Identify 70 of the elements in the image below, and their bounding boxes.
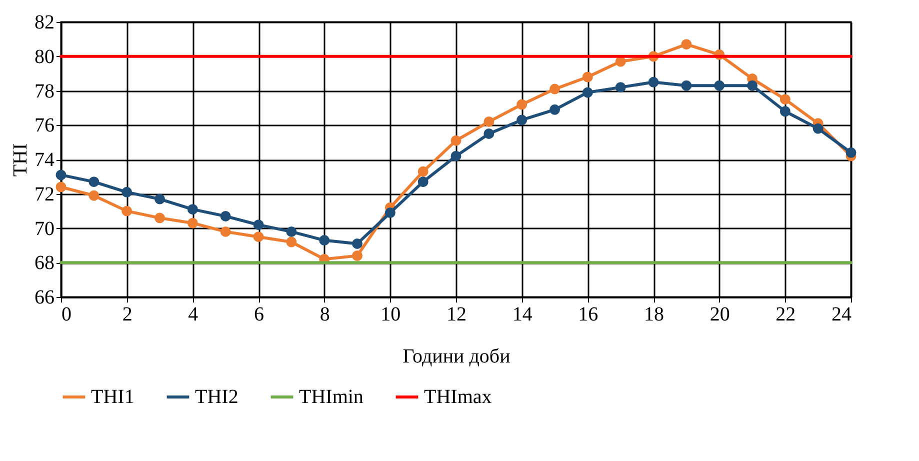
y-tick-label: 68	[34, 252, 54, 274]
y-tick-label: 66	[34, 286, 54, 308]
legend-label: THI2	[195, 386, 238, 408]
point	[615, 82, 626, 93]
point	[812, 123, 824, 134]
point	[450, 135, 462, 146]
x-tick-label: 2	[122, 304, 132, 326]
point	[516, 114, 528, 126]
x-tick-label: 22	[776, 304, 796, 326]
point	[352, 238, 362, 249]
point	[286, 236, 297, 248]
point	[220, 226, 231, 237]
point	[253, 220, 264, 230]
x-tick-label: 0	[62, 304, 72, 326]
point	[747, 80, 758, 91]
point	[484, 128, 494, 139]
point	[88, 176, 100, 188]
x-tick-label: 18	[644, 304, 664, 326]
point	[187, 218, 198, 228]
legend-label: THImin	[299, 386, 364, 408]
point	[384, 208, 396, 218]
point	[122, 206, 132, 216]
x-tick-label: 16	[578, 304, 598, 326]
y-tick-label: 82	[34, 12, 54, 34]
point	[253, 232, 264, 242]
point	[154, 212, 165, 224]
point	[88, 190, 100, 201]
y-tick-label: 70	[34, 218, 54, 240]
y-tick-label: 76	[34, 114, 54, 137]
y-axis-title: THI	[10, 143, 32, 177]
x-tick-label: 14	[512, 304, 532, 326]
point	[319, 235, 330, 246]
point	[187, 204, 198, 215]
point	[582, 87, 593, 98]
point	[550, 104, 560, 115]
point	[352, 250, 362, 261]
point	[714, 80, 725, 91]
point	[286, 226, 297, 237]
point	[220, 210, 231, 222]
point	[780, 106, 790, 117]
point	[780, 94, 790, 105]
point	[450, 150, 462, 162]
y-tick-label: 78	[34, 80, 54, 102]
point	[582, 72, 593, 82]
y-tick-label: 74	[34, 149, 54, 171]
point	[56, 170, 66, 180]
legend-label: THI1	[91, 386, 134, 408]
point	[516, 99, 528, 110]
point	[418, 176, 428, 188]
y-tick-label: 72	[34, 183, 54, 206]
point	[122, 186, 132, 198]
point	[648, 76, 659, 88]
x-tick-label: 24	[832, 304, 852, 326]
point	[154, 194, 165, 204]
x-tick-label: 20	[710, 304, 730, 326]
point	[846, 147, 856, 158]
point	[484, 116, 494, 127]
point	[681, 80, 692, 91]
y-tick-label: 80	[34, 46, 54, 68]
x-tick-label: 4	[188, 304, 198, 326]
x-tick-label: 10	[380, 304, 401, 326]
point	[550, 84, 560, 94]
x-tick-label: 8	[320, 304, 330, 326]
x-tick-label: 6	[254, 304, 264, 326]
x-tick-label: 12	[446, 304, 466, 326]
legend-label: THImax	[424, 386, 492, 408]
x-axis-title: Години доби	[402, 346, 511, 368]
point	[56, 182, 66, 192]
point	[681, 39, 692, 50]
point	[418, 166, 428, 177]
